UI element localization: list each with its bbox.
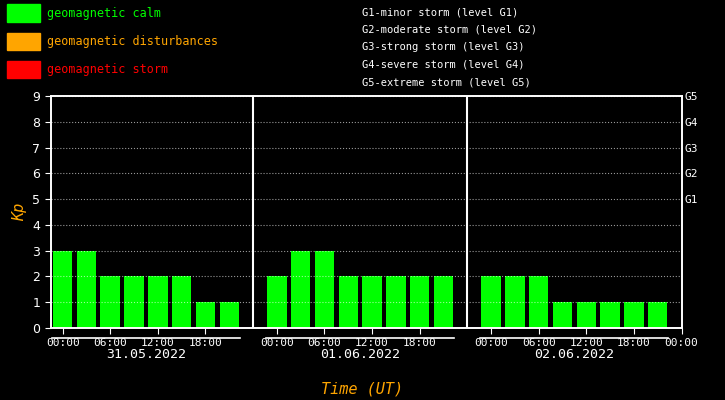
Bar	[576, 302, 596, 328]
Bar	[196, 302, 215, 328]
Text: geomagnetic calm: geomagnetic calm	[47, 7, 161, 20]
Bar	[505, 276, 525, 328]
Text: 02.06.2022: 02.06.2022	[534, 348, 614, 360]
Bar	[77, 251, 96, 328]
Bar	[410, 276, 429, 328]
Bar	[481, 276, 501, 328]
Text: G5-extreme storm (level G5): G5-extreme storm (level G5)	[362, 78, 531, 88]
Bar	[315, 251, 334, 328]
Bar	[339, 276, 358, 328]
Bar	[220, 302, 239, 328]
Bar	[148, 276, 167, 328]
Text: G4-severe storm (level G4): G4-severe storm (level G4)	[362, 60, 525, 70]
Bar	[267, 276, 286, 328]
Bar	[291, 251, 310, 328]
Bar	[124, 276, 144, 328]
Bar	[624, 302, 644, 328]
Text: G2-moderate storm (level G2): G2-moderate storm (level G2)	[362, 25, 537, 35]
Bar	[529, 276, 548, 328]
Bar	[434, 276, 453, 328]
Text: G3-strong storm (level G3): G3-strong storm (level G3)	[362, 42, 525, 52]
Text: geomagnetic storm: geomagnetic storm	[47, 63, 168, 76]
Bar	[648, 302, 668, 328]
Text: 31.05.2022: 31.05.2022	[106, 348, 186, 360]
Text: Time (UT): Time (UT)	[321, 381, 404, 396]
Text: G1-minor storm (level G1): G1-minor storm (level G1)	[362, 7, 519, 17]
Bar	[53, 251, 72, 328]
Bar	[600, 302, 620, 328]
Bar	[7, 61, 40, 78]
Bar	[101, 276, 120, 328]
Y-axis label: Kp: Kp	[12, 203, 27, 221]
Bar	[172, 276, 191, 328]
Text: geomagnetic disturbances: geomagnetic disturbances	[47, 35, 218, 48]
Text: 01.06.2022: 01.06.2022	[320, 348, 400, 360]
Bar	[362, 276, 382, 328]
Bar	[7, 4, 40, 22]
Bar	[7, 32, 40, 50]
Bar	[386, 276, 405, 328]
Bar	[552, 302, 572, 328]
